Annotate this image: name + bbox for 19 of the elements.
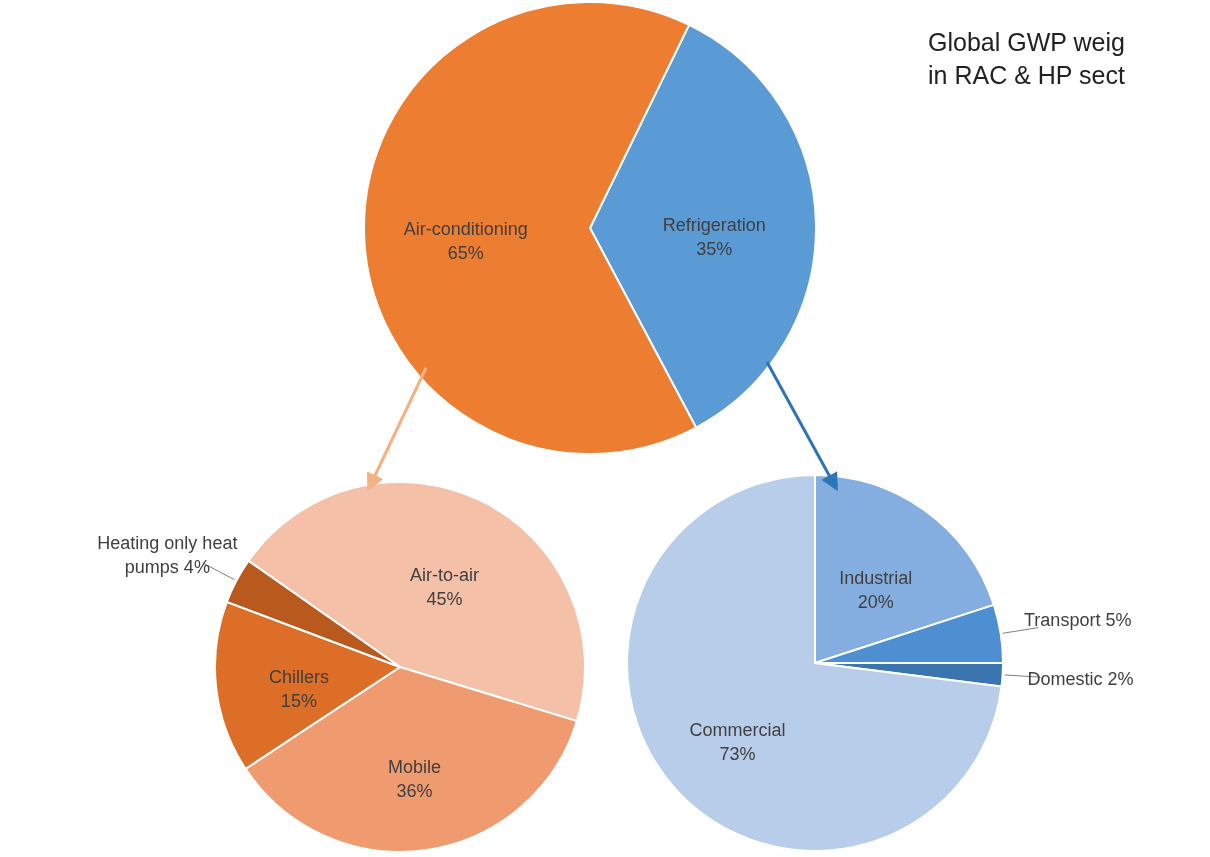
data-label: 36% <box>396 780 433 801</box>
slice-label: Mobile <box>388 756 442 777</box>
data-label: 35% <box>696 238 733 259</box>
text: Global GWP weig in RAC & HP sect <box>928 27 1125 91</box>
slice-label: Domestic 2% <box>1027 668 1134 689</box>
slice-label: Transport 5% <box>1024 610 1132 631</box>
slice-label: Commercial <box>689 720 786 741</box>
data-label: 20% <box>857 592 894 613</box>
slice-label: Industrial <box>839 568 913 589</box>
data-label: 65% <box>447 243 484 264</box>
data-label: 73% <box>719 744 756 765</box>
slice-label: Heating only heat pumps 4% <box>97 533 238 578</box>
slice-label: Air-conditioning <box>403 219 528 240</box>
slice-label: Chillers <box>268 667 329 688</box>
data-label: 15% <box>280 691 317 712</box>
slice-label: Air-to-air <box>410 564 480 585</box>
slice-label: Refrigeration <box>662 214 766 235</box>
data-label: 45% <box>426 588 463 609</box>
pie-slice <box>626 474 1003 852</box>
